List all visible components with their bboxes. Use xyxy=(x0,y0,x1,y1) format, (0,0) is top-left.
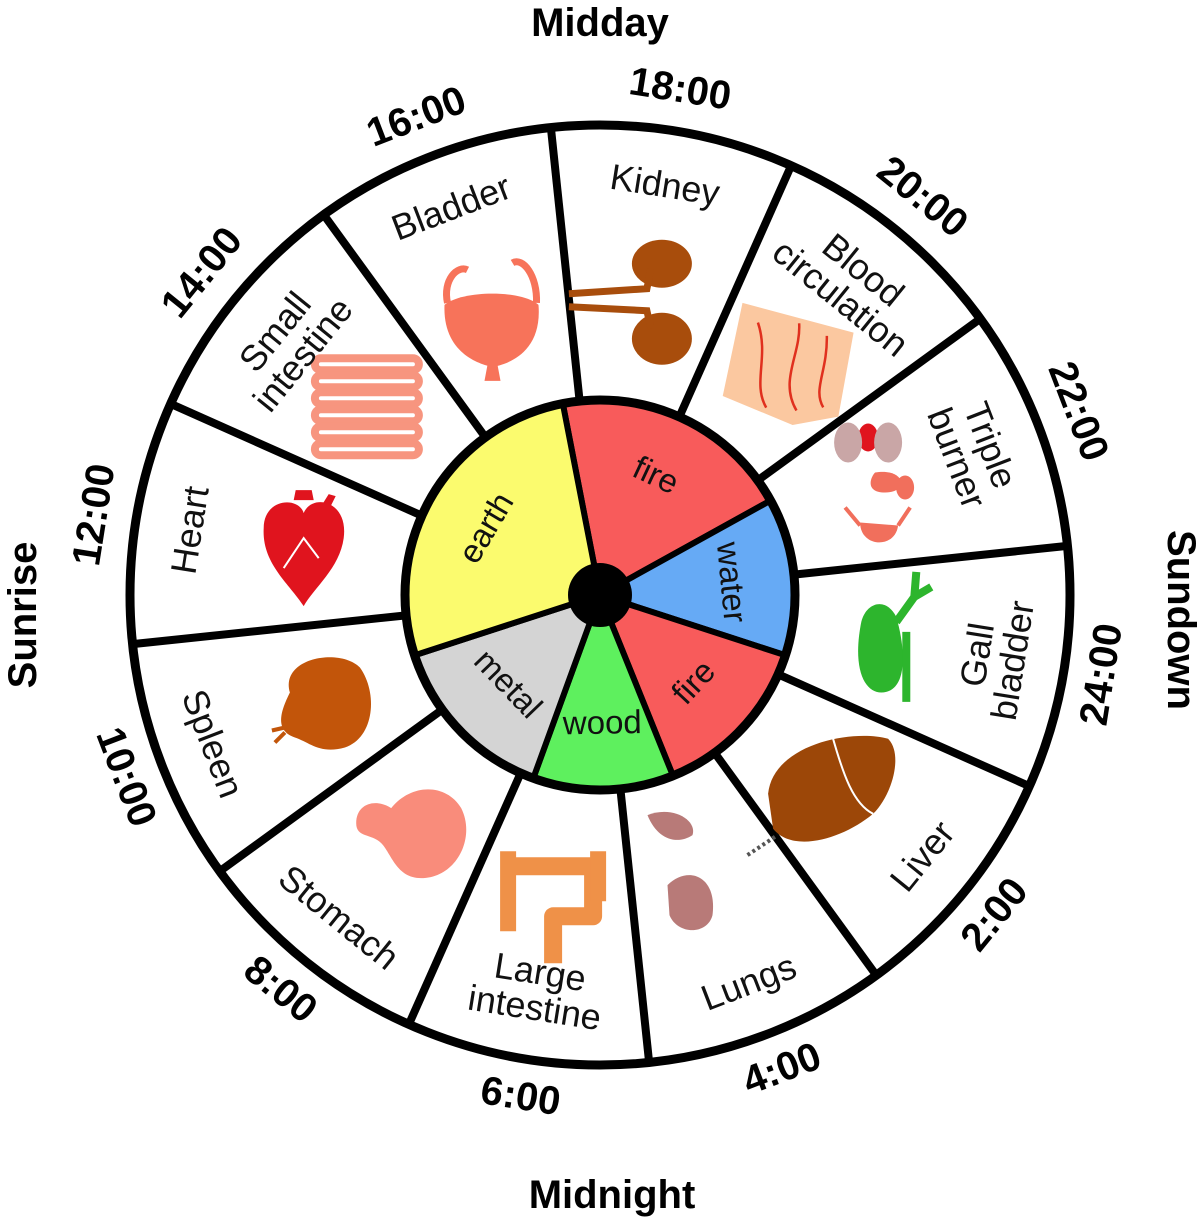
sector-divider xyxy=(132,611,407,649)
sector-divider xyxy=(217,706,445,875)
center-hub xyxy=(568,563,632,627)
element-ring-border xyxy=(400,395,800,795)
triple-burner-icon xyxy=(834,422,915,543)
heart-icon xyxy=(263,490,345,607)
sector-divider xyxy=(675,164,795,419)
element-label-wood: wood xyxy=(561,703,642,741)
sector-divider xyxy=(793,541,1068,579)
time-label-6-00: 6:00 xyxy=(478,1068,564,1124)
sector-divider xyxy=(755,315,983,484)
element-label-water: water xyxy=(710,539,755,624)
midday-label: Midday xyxy=(531,1,670,45)
time-label-18-00: 18:00 xyxy=(626,59,734,118)
small-intestine-icon xyxy=(310,354,423,460)
sector-divider xyxy=(320,212,489,440)
sector-divider xyxy=(776,670,1031,790)
time-label-24-00: 24:00 xyxy=(1072,620,1131,728)
sector-divider xyxy=(546,127,584,402)
liver-icon xyxy=(768,735,896,842)
spleen-icon xyxy=(271,657,372,750)
organ-icons xyxy=(263,239,934,964)
blood-circulation-icon xyxy=(722,302,854,426)
sector-divider xyxy=(616,788,654,1063)
sunrise-label: Sunrise xyxy=(1,542,45,689)
gall-bladder-icon xyxy=(858,571,934,702)
sundown-label: Sundown xyxy=(1159,530,1200,710)
large-intestine-icon xyxy=(500,851,607,964)
kidney-icon xyxy=(568,239,692,365)
midnight-label: Midnight xyxy=(529,1173,696,1217)
time-label-12-00: 12:00 xyxy=(64,461,123,569)
lungs-icon xyxy=(647,811,779,931)
bladder-icon xyxy=(443,258,541,381)
stomach-icon xyxy=(356,789,467,879)
sector-divider xyxy=(405,771,525,1026)
sector-divider xyxy=(169,400,424,520)
sector-divider xyxy=(711,750,880,978)
